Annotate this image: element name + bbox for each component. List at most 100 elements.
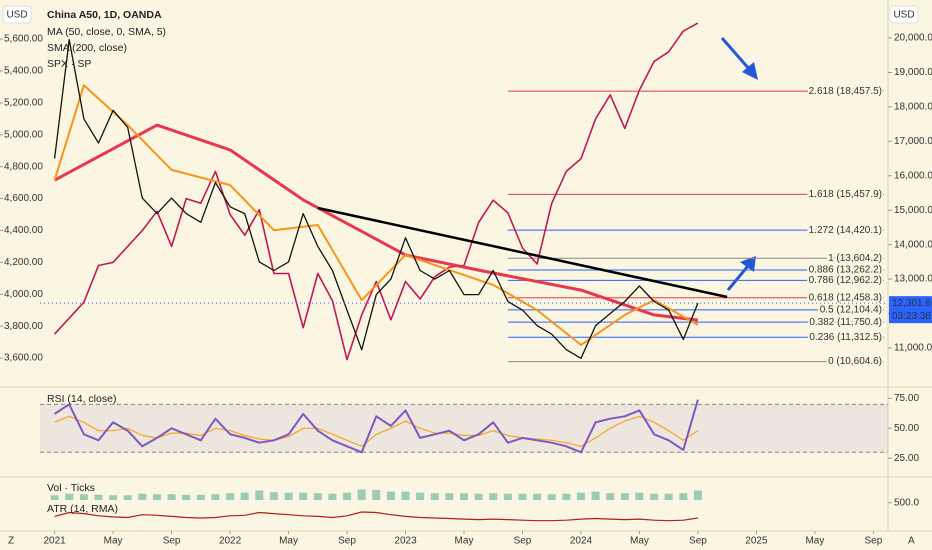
volume-bar [79,494,88,500]
x-tick-label: Sep [163,536,181,547]
fib-label: 1 (13,604.2) [828,253,882,264]
volume-bar [240,492,249,500]
y-tick-label: 5,000.00 [4,129,43,140]
volume-bar [445,493,454,500]
fib-label: 0.236 (11,312.5) [809,332,882,343]
volume-bar [386,491,395,500]
volume-bar [518,493,527,500]
series-line [54,415,699,447]
volume-bar [591,491,600,500]
volume-bar [547,494,556,500]
y-tick-label: 3,600.00 [4,353,43,364]
x-tick-label: May [805,536,824,547]
series-line [54,399,699,454]
y-tick-label: 18,000.0 [894,102,932,113]
fib-label: 0.886 (13,262.2) [809,265,882,276]
volume-bar [372,490,381,500]
legend-entry: MA (50, close, 0, SMA, 5) [47,26,166,38]
y-tick-label: 3,800.00 [4,321,43,332]
volume-bar [328,493,337,500]
x-tick-label: Sep [338,536,356,547]
volume-bar [533,493,542,500]
volume-bar [255,490,264,500]
legend-entry: SMA (200, close) [47,42,127,54]
volume-bar [460,493,468,500]
volume-bar [474,493,483,500]
volume-bar [152,494,161,500]
fib-label: 0.786 (12,962.2) [809,275,882,286]
y-tick-label: 4,800.00 [4,161,43,172]
x-tick-label: 2021 [43,536,66,547]
pane-title: ATR (14, RMA) [47,503,118,515]
timezone-button[interactable]: Z [8,536,14,547]
right-unit: USD [893,10,914,21]
volume-bar [664,493,673,500]
volume-bar [50,495,59,500]
y-tick-label: 5,600.00 [4,34,43,45]
y-tick-label: 75.00 [894,393,919,404]
volume-bar [226,493,235,500]
y-tick-label: 16,000.0 [894,170,932,181]
volume-bar [299,492,308,500]
x-tick-label: Sep [689,536,707,547]
y-tick-label: 25.00 [894,453,919,464]
volume-bar [401,491,410,500]
volume-bar [503,493,512,500]
fib-label: 1.618 (15,457.9) [809,189,882,200]
y-tick-label: 17,000.0 [894,136,932,147]
volume-bar [635,492,644,500]
volume-bar [109,495,118,500]
volume-bar [430,493,439,500]
y-tick-label: 500.0 [894,497,919,508]
volume-bar [693,490,702,500]
fib-label: 0.618 (12,458.3) [809,292,882,303]
unit-box[interactable] [889,5,919,24]
volume-bar [211,494,220,500]
y-tick-label: 20,000.0 [894,33,932,44]
y-tick-label: 11,000.0 [894,343,932,354]
x-tick-label: Sep [864,536,882,547]
last-price-label: 12,301.6 [892,298,931,309]
fib-label: 0.382 (11,750.4) [809,317,882,328]
countdown: 03:23:38 [892,311,931,322]
volume-bar [620,493,629,500]
trendline [317,206,728,299]
y-tick-label: 5,400.00 [4,66,43,77]
volume-bar [562,493,571,500]
x-tick-label: May [630,536,649,547]
volume-bar [343,492,352,500]
pane-title: RSI (14, close) [47,393,116,405]
x-tick-label: May [104,536,123,547]
x-tick-label: 2025 [745,536,768,547]
y-tick-label: 4,000.00 [4,289,43,300]
y-tick-label: 4,200.00 [4,257,43,268]
volume-bar [94,494,103,500]
x-tick-label: 2024 [570,536,593,547]
volume-bar [284,492,293,500]
x-tick-label: May [279,536,298,547]
auto-scale-button[interactable]: A [908,536,915,547]
volume-bar [196,494,205,500]
y-tick-label: 5,200.00 [4,98,43,109]
y-tick-label: 13,000.0 [894,274,932,285]
y-tick-label: 14,000.0 [894,239,932,250]
series-line [53,39,699,359]
series-line [54,22,699,361]
chart-title: China A50, 1D, OANDA [47,9,162,21]
volume-bar [65,493,74,500]
fib-label: 0.5 (12,104.4) [820,305,882,316]
volume-bar [416,492,425,500]
x-tick-label: May [455,536,474,547]
y-tick-label: 50.00 [894,423,919,434]
volume-bar [182,494,191,500]
volume-bar [167,494,176,500]
fib-label: 2.618 (18,457.5) [809,86,882,97]
y-tick-label: 4,400.00 [4,225,43,236]
volume-bar [679,493,688,500]
x-tick-label: 2023 [394,536,417,547]
fib-label: 1.272 (14,420.1) [809,225,882,236]
volume-bar [123,495,132,500]
rsi-band [40,404,888,453]
unit-box[interactable] [2,5,32,24]
